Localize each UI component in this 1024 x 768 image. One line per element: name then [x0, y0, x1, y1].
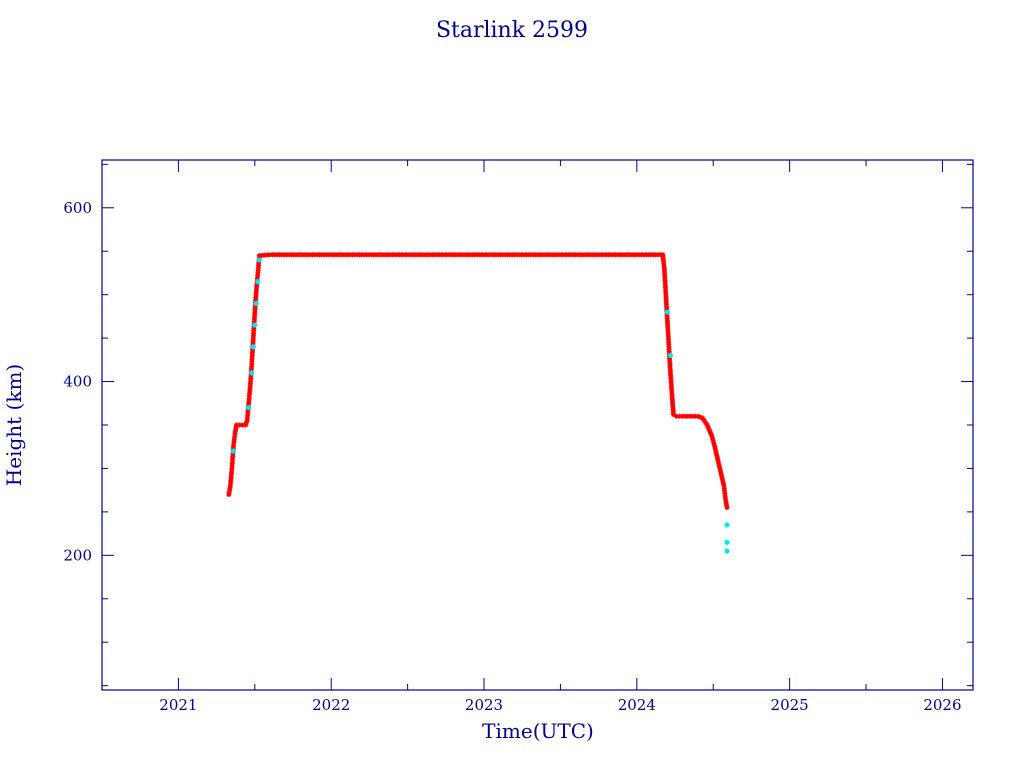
- data-point: [264, 252, 270, 258]
- data-point: [682, 413, 688, 419]
- data-point: [253, 300, 259, 306]
- data-point: [231, 436, 237, 442]
- data-point: [690, 413, 696, 419]
- x-tick-label: 2024: [618, 696, 656, 714]
- y-tick-label: 200: [63, 546, 92, 564]
- data-point: [722, 491, 728, 497]
- x-axis-label: Time(UTC): [482, 719, 594, 743]
- data-point: [724, 539, 730, 545]
- data-point: [674, 413, 680, 419]
- x-tick-label: 2025: [771, 696, 809, 714]
- data-point: [724, 522, 730, 528]
- data-point: [711, 439, 717, 445]
- data-point: [232, 433, 238, 439]
- data-point: [724, 548, 730, 554]
- x-tick-label: 2021: [159, 696, 197, 714]
- data-point: [256, 253, 262, 259]
- data-point: [243, 420, 249, 426]
- data-point: [262, 252, 268, 258]
- data-point: [243, 422, 249, 428]
- data-point: [233, 422, 239, 428]
- data-point: [255, 279, 261, 285]
- data-point: [246, 405, 252, 411]
- data-point: [230, 448, 237, 454]
- data-point: [722, 488, 728, 494]
- data-point: [249, 370, 255, 376]
- data-points: [226, 252, 730, 554]
- y-axis-label: Height (km): [2, 364, 26, 486]
- data-point: [695, 413, 701, 419]
- y-axis-tick-labels: 200 400 600: [63, 199, 92, 565]
- data-point: [692, 413, 698, 419]
- data-point: [724, 505, 730, 511]
- x-tick-label: 2023: [465, 696, 503, 714]
- data-point: [707, 428, 713, 434]
- data-point: [703, 420, 709, 426]
- chart-title: Starlink 2599: [436, 18, 588, 43]
- x-axis-tick-labels: 2021 2022 2023 2024 2025 2026: [159, 696, 961, 714]
- x-tick-label: 2022: [312, 696, 350, 714]
- data-point: [721, 485, 727, 491]
- data-point: [701, 417, 707, 423]
- x-tick-label: 2026: [923, 696, 961, 714]
- data-point: [708, 430, 714, 436]
- plot-frame: [101, 159, 974, 691]
- data-point: [680, 413, 686, 419]
- data-point: [670, 412, 676, 418]
- data-point: [250, 344, 256, 350]
- data-point: [697, 414, 703, 420]
- data-point: [256, 257, 262, 263]
- data-point: [704, 422, 710, 428]
- data-point: [705, 424, 711, 430]
- data-point: [231, 441, 237, 447]
- data-point: [700, 415, 706, 421]
- data-point: [677, 413, 683, 419]
- y-tick-label: 600: [63, 199, 92, 217]
- data-point: [721, 483, 727, 489]
- y-tick-label: 400: [63, 373, 92, 391]
- data-point: [231, 439, 237, 445]
- x-axis-ticks: [101, 160, 943, 690]
- data-point: [687, 413, 693, 419]
- data-point: [722, 493, 728, 499]
- data-point: [706, 426, 712, 432]
- data-point: [240, 422, 246, 428]
- data-point: [711, 441, 717, 447]
- data-point: [685, 413, 691, 419]
- data-point: [664, 309, 670, 315]
- data-point: [667, 352, 674, 359]
- data-point: [709, 432, 715, 438]
- data-point: [709, 435, 715, 441]
- data-point: [237, 422, 243, 428]
- y-axis-ticks: [102, 163, 973, 687]
- data-point: [230, 444, 236, 450]
- data-point: [252, 322, 258, 328]
- data-point: [259, 252, 265, 258]
- data-point: [710, 437, 716, 443]
